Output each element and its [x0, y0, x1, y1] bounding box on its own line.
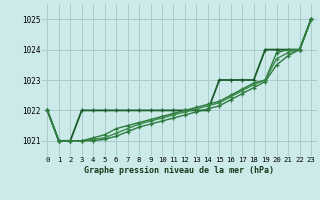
X-axis label: Graphe pression niveau de la mer (hPa): Graphe pression niveau de la mer (hPa)	[84, 166, 274, 175]
